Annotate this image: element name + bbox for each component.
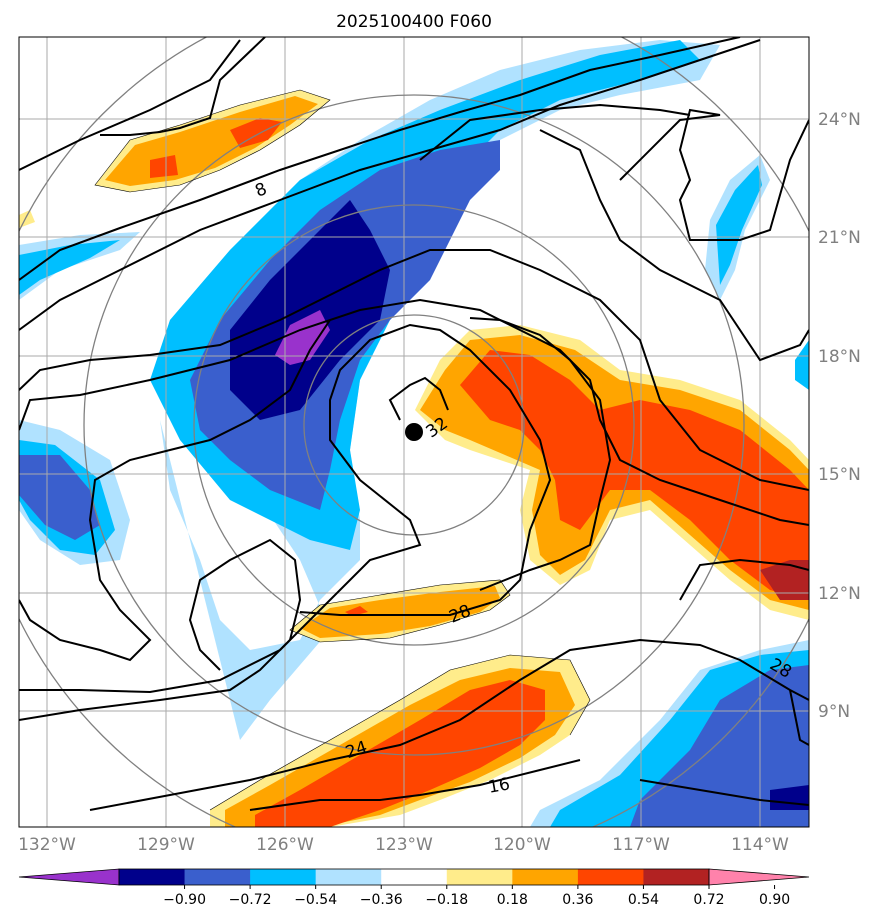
colorbar-outline [118,868,710,886]
lat-label: 9°N [818,702,850,722]
map-frame [18,36,810,828]
colorbar-tick-label: 0.18 [497,892,528,908]
colorbar-tick-label: −0.54 [294,892,337,908]
contour-label: 16 [487,774,512,797]
map-title: 2025100400 F060 [336,12,492,32]
colorbar-tick-label: 0.90 [759,892,790,908]
lat-label: 21°N [818,228,861,248]
storm-center-marker [405,423,423,441]
colorbar-segment [119,869,186,885]
colorbar-extend-high [708,868,810,886]
negative-field-shading [19,40,809,827]
colorbar-tick-label: 0.54 [628,892,659,908]
lat-label: 24°N [818,110,861,130]
lat-label: 18°N [818,347,861,367]
colorbar-segment [577,869,644,885]
colorbar-segment [250,869,317,885]
lat-label: 15°N [818,465,861,485]
colorbar-tick-label: −0.36 [360,892,403,908]
lon-label: 129°W [137,835,195,855]
colorbar-segment [446,869,513,885]
colorbar-tick-label: −0.90 [163,892,206,908]
colorbar-tick-label: −0.72 [229,892,272,908]
colorbar-extend-low [18,868,120,886]
colorbar-segment [315,869,382,885]
colorbar-segment [184,869,251,885]
lon-label: 114°W [731,835,789,855]
colorbar-segment [381,869,448,885]
contour-lines [19,37,809,811]
colorbar-segment [512,869,579,885]
lat-label: 12°N [818,584,861,604]
colorbar-tick-label: −0.18 [425,892,468,908]
colorbar-tick-label: 0.72 [693,892,724,908]
longitude-labels: 132°W 129°W 126°W 123°W 120°W 117°W 114°… [18,835,789,855]
lon-label: 126°W [256,835,314,855]
colorbar-tick-label: 0.36 [562,892,593,908]
lon-label: 123°W [375,835,433,855]
colorbar-segment [643,869,710,885]
colorbar: −0.90 −0.72 −0.54 −0.36 −0.18 0.18 0.36 0.54 0.7… [18,868,810,908]
lon-label: 132°W [18,835,76,855]
map-plot-area: 8 32 28 24 16 28 [19,37,809,827]
lon-label: 120°W [493,835,551,855]
lon-label: 117°W [612,835,670,855]
thin-contours [94,89,591,811]
range-rings [19,37,809,827]
latitude-labels: 24°N 21°N 18°N 15°N 12°N 9°N [818,110,861,722]
